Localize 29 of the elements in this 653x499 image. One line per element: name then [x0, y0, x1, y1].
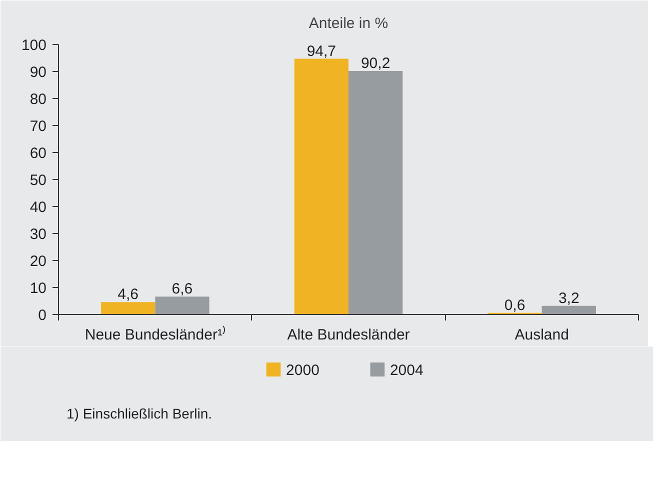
data-label: 94,7 [306, 42, 336, 60]
y-tick-label: 50 [30, 172, 47, 189]
y-tick-label: 60 [30, 145, 47, 162]
data-label: 3,2 [558, 290, 580, 307]
data-label: 90,2 [360, 54, 390, 72]
bar [294, 58, 348, 314]
data-label: 4,6 [118, 286, 139, 304]
legend-label: 2000 [286, 362, 320, 379]
x-tick-label: Ausland [514, 326, 569, 344]
y-tick-label: 20 [30, 253, 47, 270]
y-tick-label: 40 [30, 199, 47, 216]
data-label: 6,6 [172, 280, 193, 298]
y-tick-label: 100 [21, 37, 47, 54]
bar [348, 70, 403, 314]
bar [155, 296, 210, 314]
y-tick-label: 30 [30, 226, 47, 243]
data-label: 0,6 [504, 296, 526, 314]
x-tick-label: Alte Bundesländer [287, 326, 410, 344]
bar [542, 306, 596, 314]
y-tick-label: 90 [30, 64, 47, 81]
bar [101, 302, 156, 314]
legend-label: 2004 [390, 362, 424, 379]
x-tick-label: Neue Bundesländer¹⁾ [84, 326, 226, 344]
y-tick-label: 80 [30, 91, 47, 108]
y-tick-label: 0 [38, 307, 46, 324]
chart-title: Anteile in % [308, 15, 388, 32]
y-tick-label: 70 [30, 118, 47, 135]
y-tick-label: 10 [30, 280, 47, 297]
text: 1) Einschließlich Berlin. [66, 406, 212, 422]
